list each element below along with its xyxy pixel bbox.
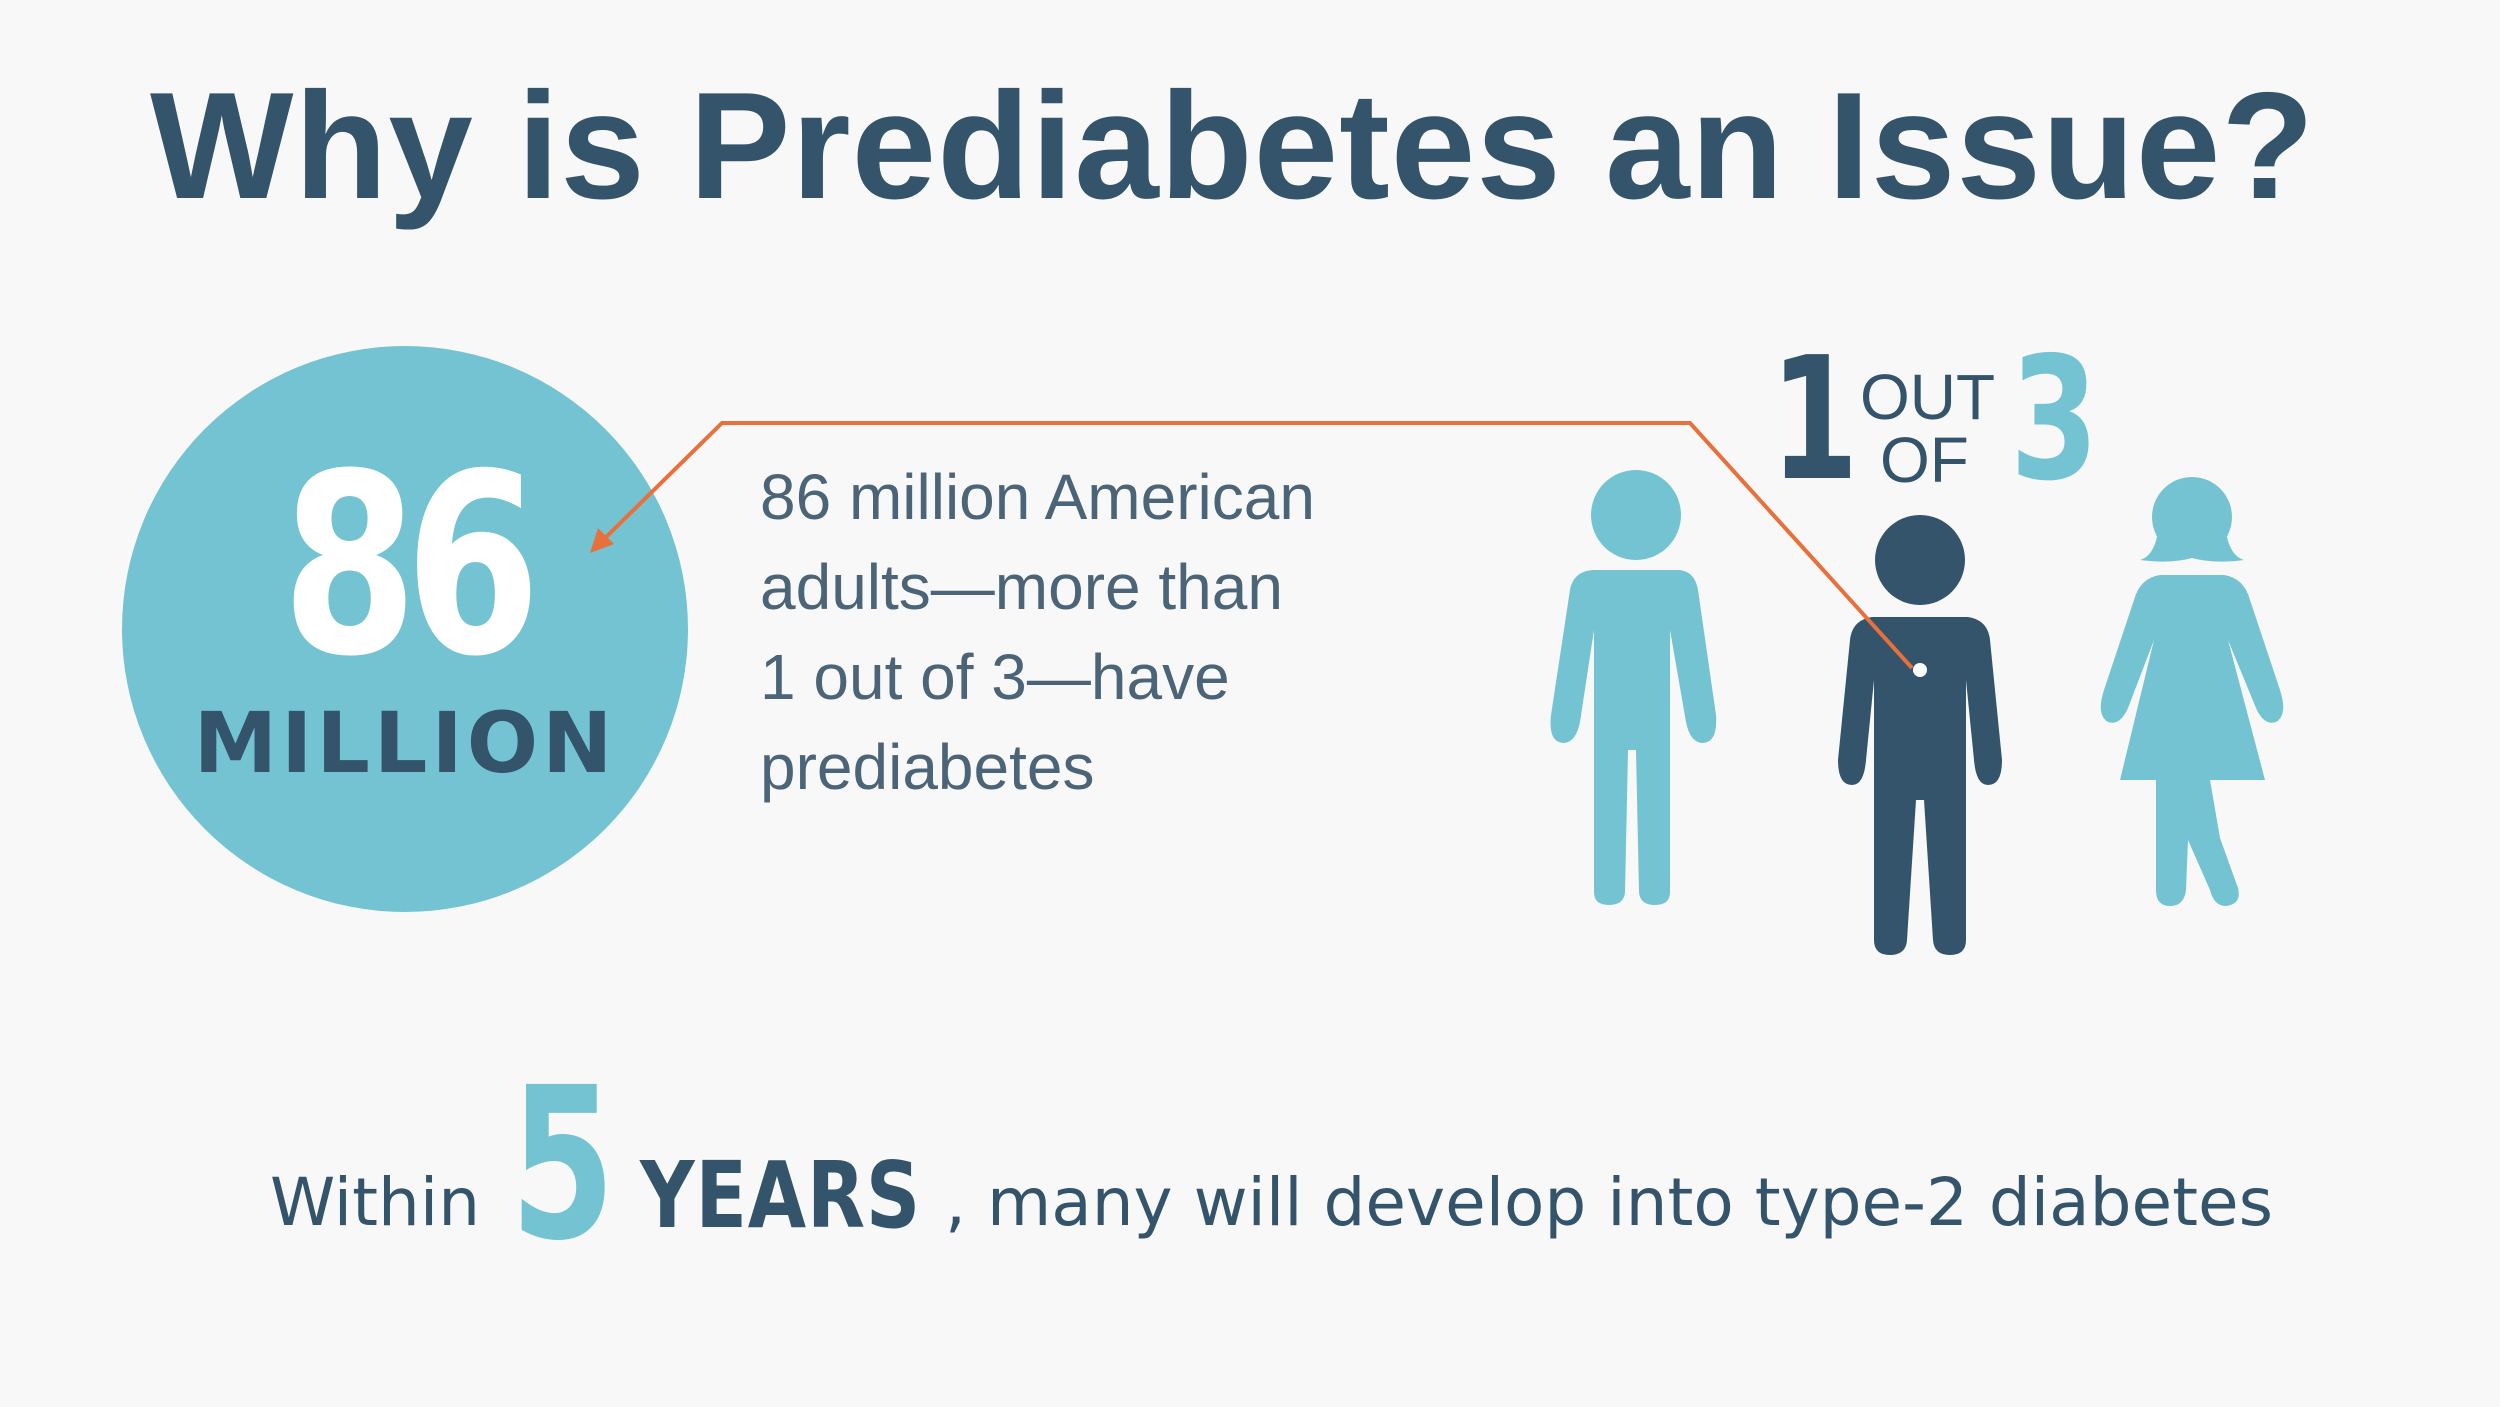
description-line: adults—more than bbox=[760, 551, 1283, 623]
man-icon bbox=[1550, 470, 1717, 905]
people-figures bbox=[1550, 470, 2284, 955]
ratio-label: 1 OUT OF 3 bbox=[1770, 335, 2130, 505]
woman-icon bbox=[2100, 477, 2284, 906]
ratio-out-text: OUT bbox=[1860, 361, 1996, 433]
stat-description: 86 million American adults—more than 1 o… bbox=[760, 452, 1460, 812]
description-line: 86 million American bbox=[760, 461, 1315, 533]
stat-number: 86 bbox=[281, 420, 541, 711]
timeline-suffix: , many will develop into type-2 diabetes bbox=[945, 1164, 2273, 1241]
timeline-number: 5 bbox=[510, 1042, 616, 1287]
description-line: prediabetes bbox=[760, 731, 1095, 803]
stat-unit: MILLION bbox=[193, 694, 617, 792]
description-line: 1 out of 3—have bbox=[760, 641, 1230, 713]
highlighted-person-icon bbox=[1838, 515, 2002, 955]
timeline-prefix: Within bbox=[270, 1164, 481, 1241]
ratio-denominator: 3 bbox=[2010, 321, 2099, 519]
stat-circle: 86 MILLION bbox=[122, 346, 688, 912]
page-title: Why is Prediabetes an Issue? bbox=[150, 61, 2316, 231]
timeline-statement: Within 5 YEARS , many will develop into … bbox=[270, 1042, 2273, 1287]
timeline-unit: YEARS bbox=[640, 1142, 922, 1249]
